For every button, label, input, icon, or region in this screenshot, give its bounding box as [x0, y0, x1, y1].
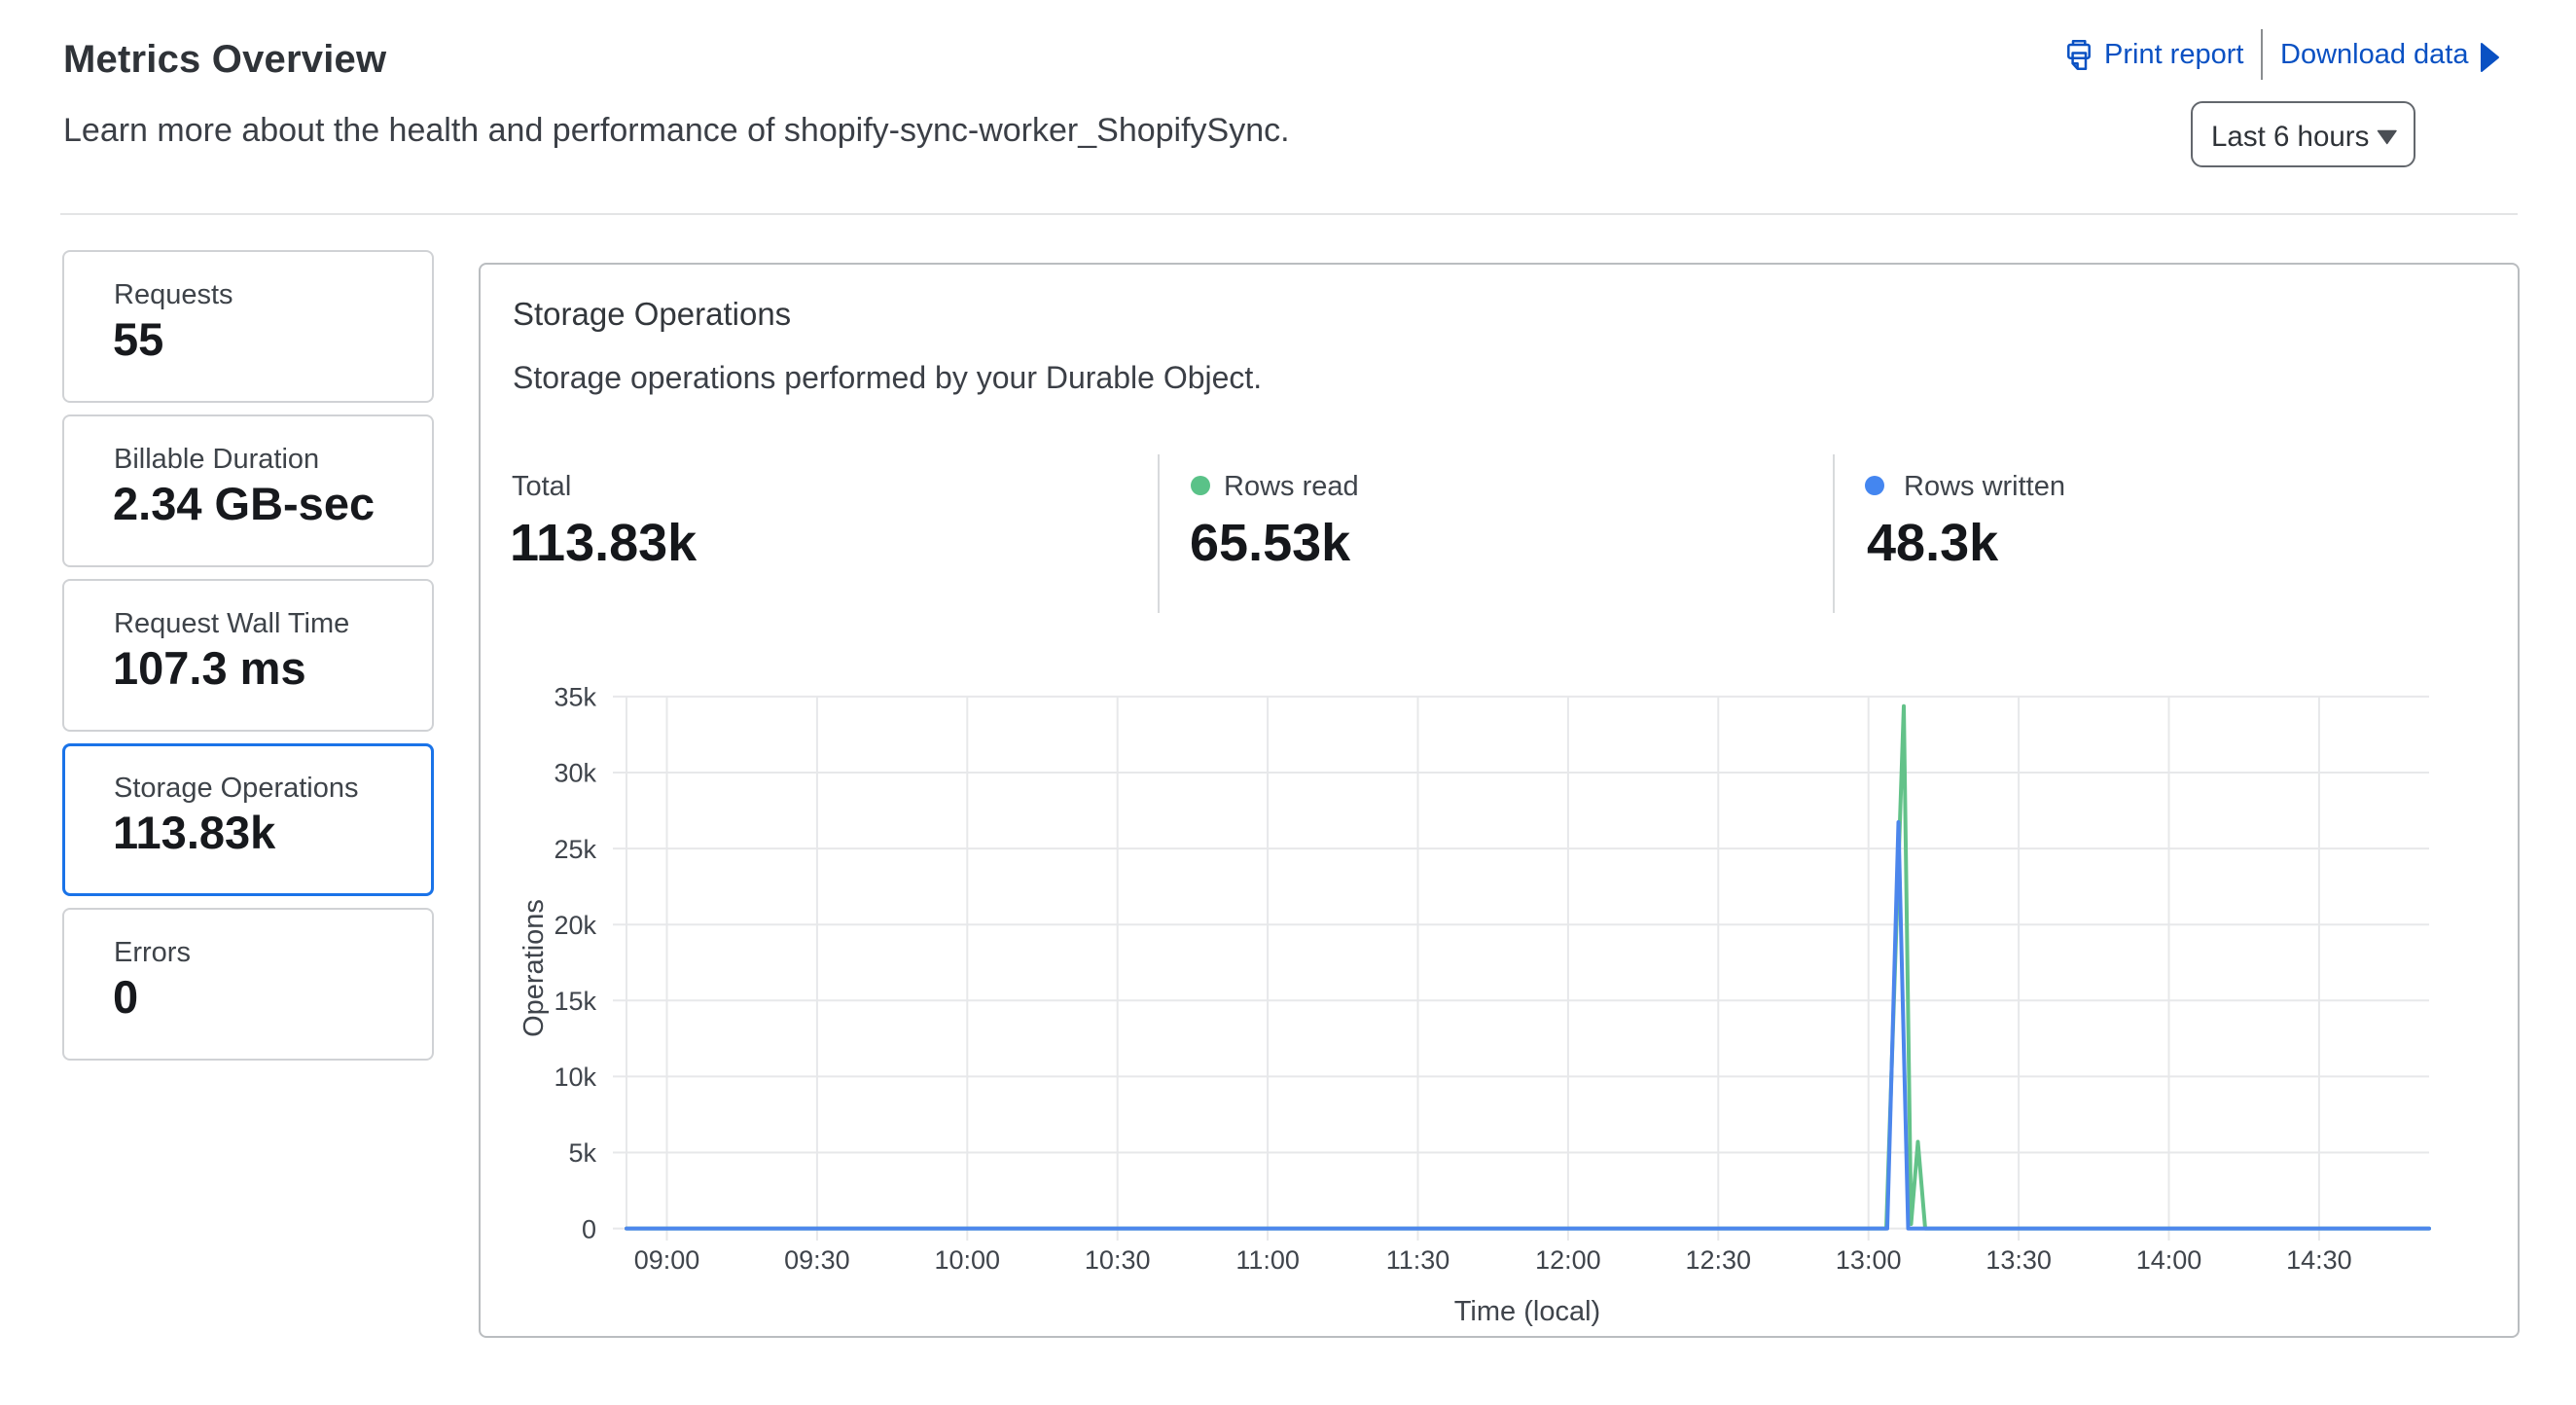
- svg-text:11:30: 11:30: [1386, 1245, 1450, 1275]
- svg-text:14:00: 14:00: [2136, 1245, 2202, 1275]
- svg-text:Operations: Operations: [519, 899, 550, 1037]
- svg-text:5k: 5k: [568, 1138, 596, 1168]
- svg-text:09:30: 09:30: [784, 1245, 850, 1275]
- svg-text:13:30: 13:30: [1986, 1245, 2052, 1275]
- svg-text:09:00: 09:00: [634, 1245, 700, 1275]
- svg-text:11:00: 11:00: [1235, 1245, 1300, 1275]
- svg-text:35k: 35k: [554, 683, 596, 712]
- svg-text:13:00: 13:00: [1836, 1245, 1902, 1275]
- svg-text:12:00: 12:00: [1535, 1245, 1601, 1275]
- svg-text:Time (local): Time (local): [1454, 1296, 1600, 1327]
- svg-text:10:30: 10:30: [1085, 1245, 1151, 1275]
- svg-text:10:00: 10:00: [935, 1245, 1001, 1275]
- svg-text:14:30: 14:30: [2286, 1245, 2352, 1275]
- svg-text:12:30: 12:30: [1686, 1245, 1752, 1275]
- svg-text:15k: 15k: [554, 987, 596, 1016]
- svg-text:20k: 20k: [554, 911, 596, 940]
- svg-text:30k: 30k: [554, 759, 596, 788]
- svg-text:0: 0: [582, 1214, 596, 1243]
- svg-text:25k: 25k: [554, 835, 596, 864]
- svg-text:10k: 10k: [554, 1063, 596, 1092]
